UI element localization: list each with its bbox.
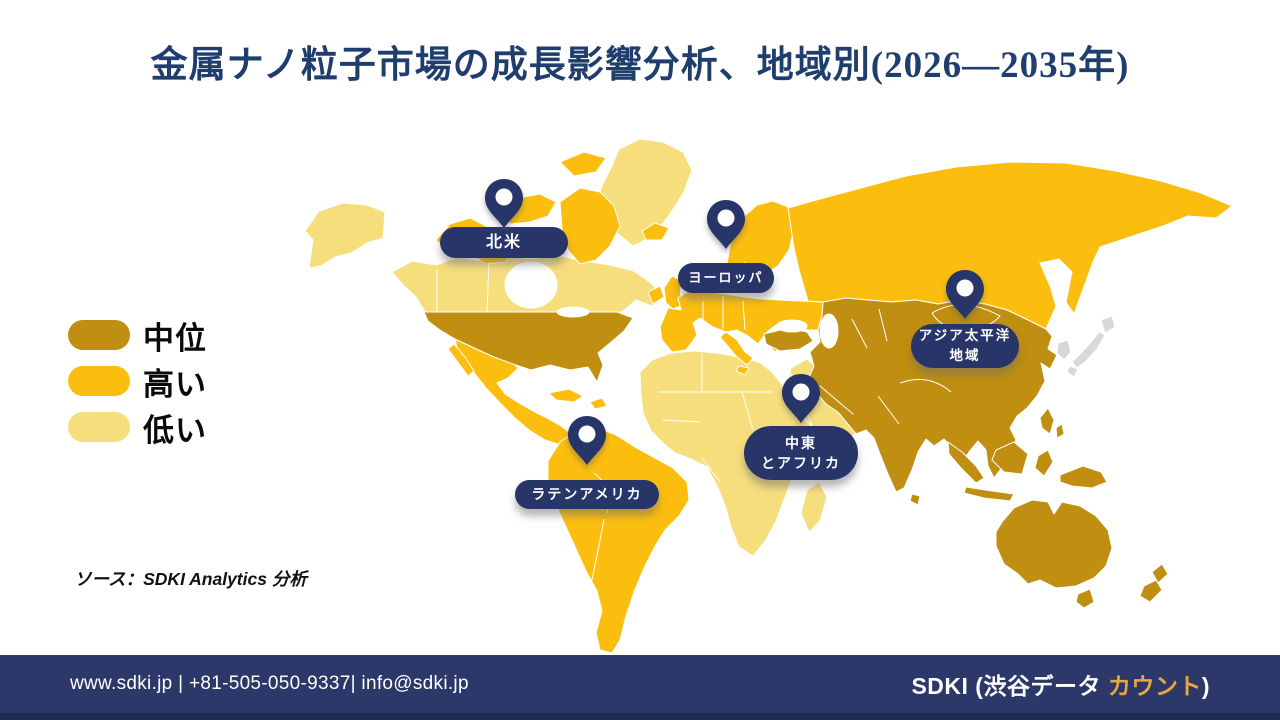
region-label-europe: ヨーロッパ [678,263,774,293]
legend: 中位 高い 低い [68,320,207,458]
region-japan-honshu [1071,331,1106,369]
location-pin-icon [485,179,523,228]
region-label-text: 北米 [485,233,522,251]
country-borders [851,308,952,425]
country-borders [702,296,746,331]
location-pin-icon [782,374,820,423]
map-marker-europe: ヨーロッパ [678,198,774,293]
legend-swatch-low [68,412,130,442]
region-java [963,486,1015,502]
region-sicily [735,365,750,376]
region-new-zealand [1139,579,1163,603]
legend-swatch-high [68,366,130,396]
legend-label-high: 高い [143,366,207,402]
location-pin-icon [707,200,745,249]
black-sea [776,319,808,333]
legend-item-medium: 中位 [68,320,207,356]
footer-bar: www.sdki.jp | +81-505-050-9337| info@sdk… [0,655,1280,720]
region-philippines [1039,407,1055,435]
region-label-text: ラテンアメリカ [531,486,643,503]
region-sri-lanka [909,493,921,506]
region-label-asia-pacific: アジア太平洋 地域 [911,324,1019,368]
region-japan-hokkaido [1100,315,1116,334]
region-label-text: ヨーロッパ [688,269,764,285]
region-cuba [548,388,584,403]
region-korea [1056,339,1072,361]
region-australia [995,499,1113,589]
region-italy [719,331,754,366]
footer-brand-highlight: カウント [1107,673,1202,699]
legend-swatch-medium [68,320,130,350]
footer-contact: www.sdki.jp | +81-505-050-9337| info@sdk… [70,673,469,694]
region-baja-california [447,343,475,377]
region-new-zealand [1151,563,1169,584]
region-iceland [641,222,670,241]
region-tasmania [1075,588,1095,609]
footer-brand-prefix: SDKI (渋谷データ [911,673,1108,699]
map-marker-north-america: 北米 [440,177,568,258]
map-marker-asia-pacific: アジア太平洋 地域 [911,268,1019,368]
region-japan-kyushu [1066,365,1079,378]
region-label-middle-east-africa: 中東 とアフリカ [744,426,858,480]
region-sumatra [947,441,985,484]
region-borneo [991,441,1029,475]
region-ellesmere [559,151,607,177]
region-label-text: アジア太平洋 [918,328,1012,344]
legend-item-high: 高い [68,366,207,402]
region-mexico-central-america [454,338,585,452]
map-marker-middle-east-africa: 中東 とアフリカ [744,372,858,480]
footer-brand-suffix: ) [1201,673,1210,699]
region-hispaniola [589,397,608,410]
region-new-guinea [1059,465,1108,489]
region-alaska [304,202,386,269]
footer-brand: SDKI (渋谷データ カウント) [911,667,1210,701]
region-sulawesi [1034,449,1054,477]
country-borders [436,261,490,313]
region-label-latin-america: ラテンアメリカ [515,480,659,509]
caspian-sea [819,313,839,349]
legend-label-low: 低い [143,412,207,448]
legend-item-low: 低い [68,412,207,448]
persian-gulf [819,385,854,415]
region-usa [423,311,634,383]
region-ireland [647,285,665,305]
hudson-bay [504,261,558,309]
region-madagascar [800,481,828,533]
location-pin-icon [568,416,606,465]
great-lakes [556,306,590,318]
region-label-text: とアフリカ [761,455,841,471]
page-title: 金属ナノ粒子市場の成長影響分析、地域別(2026—2035年) [150,45,1130,86]
region-philippines [1055,423,1065,439]
location-pin-icon [946,270,984,319]
region-label-north-america: 北米 [440,227,568,258]
source-note: ソース：SDKI Analytics 分析 [74,569,307,589]
map-marker-latin-america: ラテンアメリカ [515,414,659,509]
region-label-text: 地域 [949,348,981,363]
country-borders [658,354,772,483]
region-label-text: 中東 [785,434,817,451]
legend-label-medium: 中位 [143,320,207,356]
